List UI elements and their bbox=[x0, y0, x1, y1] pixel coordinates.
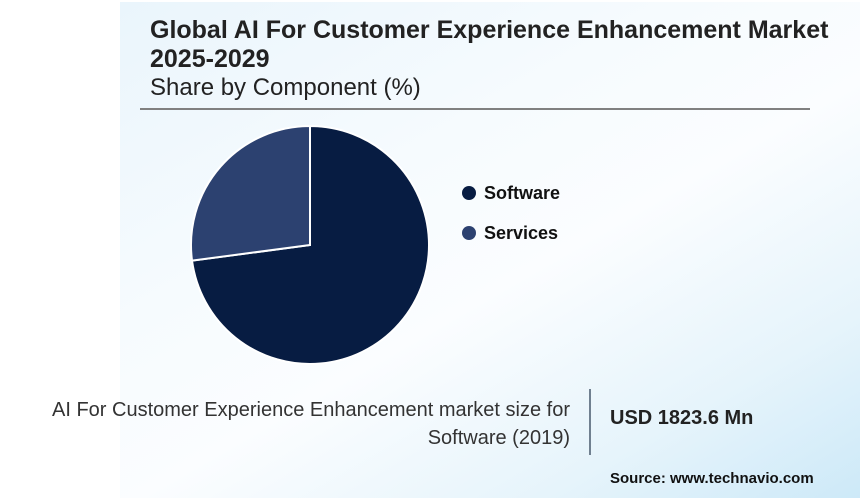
legend-item-services: Services bbox=[462, 213, 560, 253]
legend-label-software: Software bbox=[484, 182, 561, 203]
pie-slice-services bbox=[190, 124, 311, 262]
footer-divider bbox=[589, 389, 591, 455]
legend-item-software: Software bbox=[462, 173, 560, 213]
legend-label-services: Services bbox=[484, 222, 559, 243]
legend-dot-services bbox=[462, 226, 476, 240]
chart-subtitle: Share by Component (%) bbox=[150, 74, 421, 101]
market-size-value: USD 1823.6 Mn bbox=[610, 407, 754, 429]
market-size-label: AI For Customer Experience Enhancement m… bbox=[52, 399, 570, 449]
legend-dot-software bbox=[462, 186, 476, 200]
legend: Software Services bbox=[462, 173, 560, 253]
source-text: Source: www.technavio.com bbox=[610, 470, 814, 487]
chart-title: Global AI For Customer Experience Enhanc… bbox=[150, 16, 829, 73]
title-divider bbox=[140, 108, 810, 110]
